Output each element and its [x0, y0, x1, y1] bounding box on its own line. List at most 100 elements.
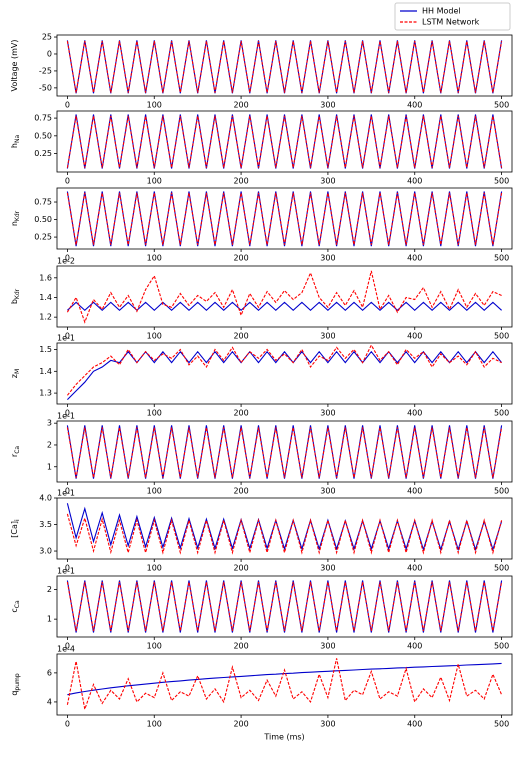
y-axis-label-main: z	[10, 374, 19, 378]
x-tick-label: 100	[147, 642, 162, 651]
x-tick-label: 500	[494, 564, 509, 573]
legend-box	[394, 2, 511, 31]
axes-frame	[56, 110, 513, 173]
series-line	[67, 350, 503, 400]
y-axis-label: nKdr	[10, 210, 22, 226]
series-line	[66, 115, 503, 168]
series-line	[66, 344, 502, 396]
series-line	[66, 513, 503, 555]
series-line	[66, 192, 503, 245]
x-tick-label: 100	[147, 254, 162, 263]
x-tick-label: 100	[147, 332, 162, 341]
offset-label: 1e-1	[57, 412, 75, 421]
x-tick-label: 0	[65, 254, 70, 263]
y-axis-label: rCa	[10, 446, 22, 457]
y-tick-label: 0.50	[34, 131, 52, 140]
x-tick-label: 0	[65, 642, 70, 651]
x-tick-label: 500	[494, 409, 509, 418]
legend-label: LSTM Network	[422, 18, 480, 27]
x-tick-label: 200	[233, 487, 248, 496]
y-axis-label: qpump	[10, 673, 22, 696]
x-tick-label: 200	[233, 564, 248, 573]
y-tick-label: 1.6	[39, 273, 52, 282]
y-axis-label-sub: Kdr	[14, 288, 21, 299]
offset-label: 1e-1	[57, 334, 75, 343]
axes-frame	[56, 420, 513, 483]
series-line	[67, 301, 502, 312]
y-tick-label: 1.3	[39, 389, 52, 398]
x-tick-label: 300	[320, 409, 335, 418]
x-tick-label: 0	[65, 332, 70, 341]
y-tick-label: 0.25	[34, 233, 52, 242]
y-tick-label: 6	[47, 668, 52, 677]
y-tick-label: 1.2	[39, 313, 52, 322]
x-tick-label: 200	[233, 254, 248, 263]
y-tick-label: 0.25	[34, 149, 52, 158]
x-tick-label: 400	[407, 332, 422, 341]
y-axis-label-sub: M	[14, 369, 21, 374]
x-tick-label: 300	[320, 101, 335, 110]
x-tick-label: 200	[233, 720, 248, 729]
x-tick-label: 400	[407, 720, 422, 729]
y-tick-label: 1	[47, 462, 52, 471]
y-tick-label: 2	[47, 440, 52, 449]
y-tick-label: 1.4	[39, 367, 52, 376]
y-axis-label: cCa	[10, 600, 22, 613]
x-tick-label: 400	[407, 254, 422, 263]
y-tick-label: 25	[42, 33, 52, 42]
offset-label: 1e-1	[57, 489, 75, 498]
x-tick-label: 500	[494, 720, 509, 729]
x-tick-label: 500	[494, 101, 509, 110]
offset-label: 1e-4	[57, 645, 75, 654]
x-tick-label: 500	[494, 254, 509, 263]
x-tick-label: 0	[65, 720, 70, 729]
x-tick-label: 0	[65, 101, 70, 110]
y-axis-label: bKdr	[10, 288, 22, 304]
y-axis-label-main: h	[10, 143, 19, 148]
x-tick-label: 300	[320, 642, 335, 651]
x-tick-label: 0	[65, 409, 70, 418]
y-axis-label-main: b	[10, 299, 19, 304]
series-line	[66, 191, 503, 247]
series-line	[66, 581, 503, 632]
series-line	[66, 270, 502, 324]
y-tick-label: 4	[47, 697, 52, 706]
x-tick-label: 300	[320, 720, 335, 729]
x-tick-label: 500	[494, 642, 509, 651]
y-tick-label: 3	[47, 419, 52, 428]
series-line	[66, 580, 503, 633]
y-tick-label: 0	[47, 49, 52, 58]
y-axis-label-sub: Kdr	[14, 210, 21, 221]
x-tick-label: 400	[407, 177, 422, 186]
x-tick-label: 0	[65, 564, 70, 573]
y-axis-label: hNa	[10, 135, 22, 149]
axes-frame	[56, 575, 513, 638]
y-axis-label: Voltage (mV)	[10, 39, 19, 91]
y-axis-label-main: c	[10, 608, 19, 612]
y-axis-label-sub: i	[14, 519, 21, 521]
y-axis-label-sub: Ca	[14, 446, 21, 454]
axes-frame	[56, 187, 513, 250]
y-axis-label-main: [Ca]	[10, 521, 19, 538]
y-axis-label: [Ca]i	[10, 519, 22, 538]
series-line	[66, 427, 503, 478]
y-axis-label-sub: pump	[14, 673, 21, 690]
x-tick-label: 400	[407, 642, 422, 651]
series-line	[66, 503, 503, 552]
x-tick-label: 200	[233, 177, 248, 186]
series-line	[66, 41, 503, 93]
offset-label: 1e-1	[57, 567, 75, 576]
y-tick-label: 1	[47, 615, 52, 624]
y-axis-label: zM	[10, 369, 22, 378]
x-tick-label: 300	[320, 332, 335, 341]
y-axis-label-main: r	[10, 453, 19, 457]
x-tick-label: 500	[494, 487, 509, 496]
y-tick-label: -50	[39, 83, 52, 92]
y-tick-label: 1.5	[39, 345, 52, 354]
x-axis-label: Time (ms)	[263, 733, 304, 742]
x-tick-label: 500	[494, 177, 509, 186]
y-tick-label: 4.0	[39, 494, 52, 503]
axes-frame	[56, 653, 513, 716]
x-tick-label: 200	[233, 101, 248, 110]
